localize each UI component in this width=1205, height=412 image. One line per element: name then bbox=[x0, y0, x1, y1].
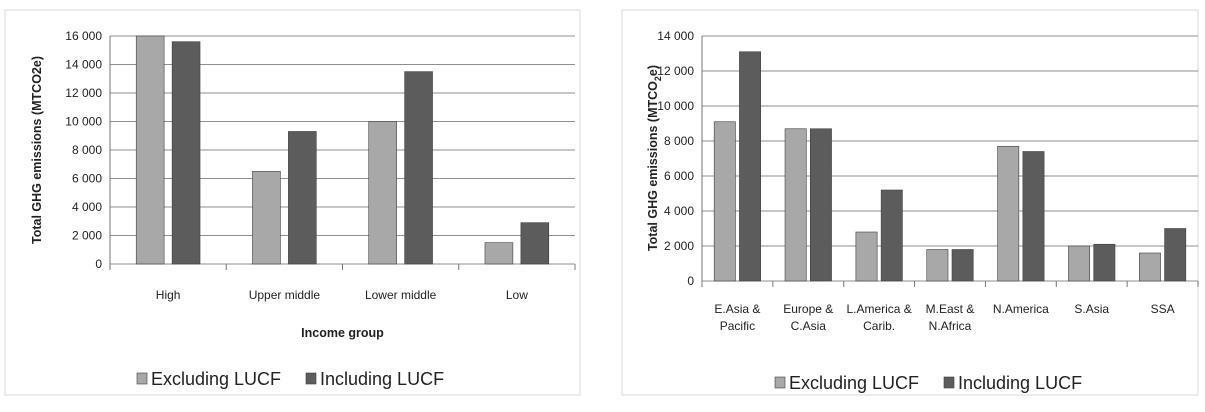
bar bbox=[997, 145, 1020, 282]
bar bbox=[1022, 151, 1045, 282]
bar bbox=[1139, 252, 1161, 282]
bar bbox=[404, 71, 433, 265]
x-axis-title: Income group bbox=[301, 326, 384, 340]
bar bbox=[484, 242, 514, 265]
y-tick-label: 4 000 bbox=[72, 200, 102, 214]
y-tick-label: 2 000 bbox=[72, 229, 102, 243]
x-category-label: Lower middle bbox=[365, 288, 437, 302]
x-category-label: Pacific bbox=[720, 319, 755, 333]
y-tick-label: 6 000 bbox=[664, 169, 694, 183]
bar bbox=[171, 41, 201, 265]
chart-1: 0 2 000 4 000 6 000 8 000 10 000 12 000 14 000 1… bbox=[4, 9, 581, 396]
x-category-label: C.Asia bbox=[791, 319, 827, 333]
chart-frame bbox=[621, 9, 1199, 396]
bar bbox=[926, 249, 949, 282]
legend-label: Excluding LUCF bbox=[789, 373, 919, 393]
x-category-label: N.Africa bbox=[929, 319, 972, 333]
y-axis-title: Total GHG emissions (MTCO2e) bbox=[30, 56, 44, 244]
x-category-label: Carib. bbox=[863, 319, 895, 333]
legend-swatch bbox=[136, 372, 148, 385]
x-category-label: Europe & bbox=[783, 302, 833, 316]
bar bbox=[288, 131, 317, 265]
y-tick-label: 14 000 bbox=[657, 29, 694, 43]
x-category-label: M.East & bbox=[926, 302, 975, 316]
bar bbox=[252, 171, 281, 265]
y-tick-label: 2 000 bbox=[664, 239, 694, 253]
bar bbox=[1164, 228, 1187, 282]
bar bbox=[520, 222, 550, 265]
bar bbox=[1093, 243, 1116, 282]
y-tick-label: 0 bbox=[95, 257, 102, 271]
bar bbox=[809, 128, 832, 282]
y-tick-label: 8 000 bbox=[664, 134, 694, 148]
y-tick-label: 14 000 bbox=[65, 58, 102, 72]
legend-swatch bbox=[305, 372, 317, 385]
x-category-label: E.Asia & bbox=[714, 302, 760, 316]
bar bbox=[739, 51, 761, 282]
legend-swatch bbox=[943, 376, 955, 389]
chart-2: 0 2 000 4 000 6 000 8 000 10 000 12 000 14 000 E… bbox=[621, 9, 1199, 396]
x-category-label: Upper middle bbox=[249, 288, 321, 302]
bar bbox=[855, 231, 878, 282]
bar bbox=[880, 189, 903, 282]
bar bbox=[784, 128, 807, 282]
y-tick-label: 12 000 bbox=[65, 86, 102, 100]
legend-label: Including LUCF bbox=[320, 369, 444, 389]
legend-label: Excluding LUCF bbox=[151, 369, 281, 389]
x-category-label: N.America bbox=[993, 302, 1049, 316]
y-tick-label: 12 000 bbox=[657, 64, 694, 78]
y-tick-label: 10 000 bbox=[657, 99, 694, 113]
bar bbox=[713, 121, 736, 282]
x-category-label: S.Asia bbox=[1074, 302, 1109, 316]
x-category-label: Low bbox=[506, 288, 528, 302]
bar bbox=[951, 249, 974, 282]
x-category-label: SSA bbox=[1151, 302, 1175, 316]
y-tick-label: 4 000 bbox=[664, 204, 694, 218]
x-category-label: High bbox=[156, 288, 181, 302]
x-category-label: L.America & bbox=[846, 302, 911, 316]
y-tick-label: 8 000 bbox=[72, 143, 102, 157]
legend-swatch bbox=[774, 376, 786, 389]
y-tick-label: 0 bbox=[687, 274, 694, 288]
y-tick-label: 6 000 bbox=[72, 172, 102, 186]
bar bbox=[135, 35, 165, 265]
bar bbox=[1068, 245, 1091, 282]
bar bbox=[368, 121, 397, 265]
y-tick-label: 16 000 bbox=[65, 29, 102, 43]
y-tick-label: 10 000 bbox=[65, 115, 102, 129]
y-axis-title: Total GHG emissions (MTCO2e) bbox=[646, 65, 663, 251]
legend-label: Including LUCF bbox=[958, 373, 1082, 393]
